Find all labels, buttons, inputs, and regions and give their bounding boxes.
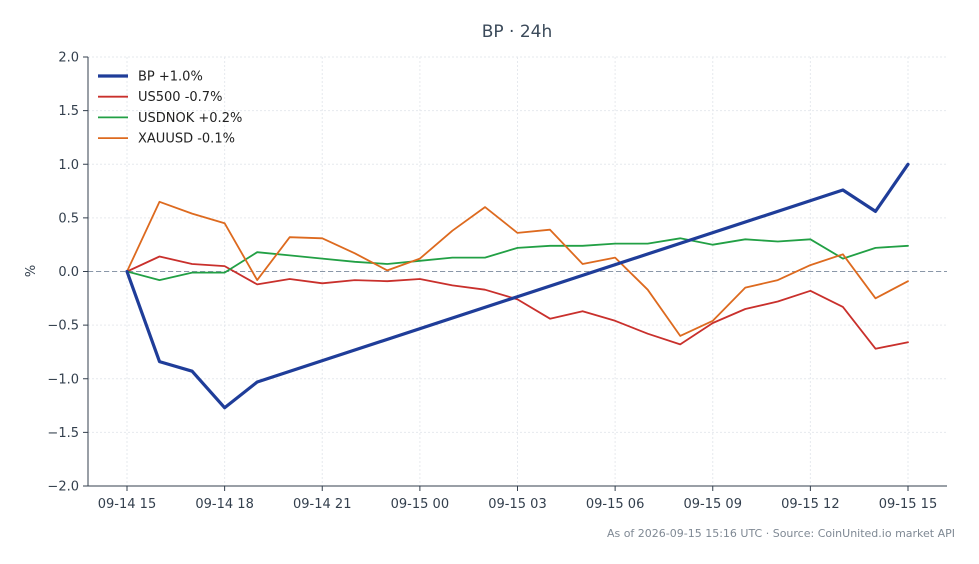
- series-line-0: [125, 162, 910, 410]
- y-tick-label-0: −2.0: [47, 480, 79, 495]
- y-tick-label-8: 2.0: [58, 51, 79, 66]
- legend: BP +1.0% US500 -0.7% USDNOK +0.2% XAUUSD -0…: [98, 70, 242, 147]
- y-tick-label-7: 1.5: [58, 104, 79, 119]
- y-tick-label-4: 0.0: [58, 265, 79, 280]
- legend-label-2: USDNOK +0.2%: [138, 111, 242, 126]
- y-tick-label-1: −1.5: [47, 426, 79, 441]
- x-tick-label-4: 09-15 03: [488, 497, 546, 512]
- x-tick-label-7: 09-15 12: [781, 497, 839, 512]
- x-tick-label-6: 09-15 09: [684, 497, 742, 512]
- source-footer: As of 2026-09-15 15:16 UTC · Source: Coi…: [607, 527, 955, 540]
- series-lines: [125, 162, 910, 410]
- x-tick-label-1: 09-14 18: [195, 497, 253, 512]
- legend-label-3: XAUUSD -0.1%: [138, 132, 235, 147]
- x-tick-label-8: 09-15 15: [879, 497, 937, 512]
- y-tick-label-5: 0.5: [58, 211, 79, 226]
- series-line-1: [126, 255, 909, 350]
- y-axis-ticks: −2.0 −1.5 −1.0 −0.5 0.0 0.5 1.0 1.5 2.0: [47, 51, 88, 495]
- x-tick-label-3: 09-15 00: [391, 497, 449, 512]
- grid-lines: [88, 56, 947, 487]
- y-tick-label-2: −1.0: [47, 372, 79, 387]
- x-tick-label-2: 09-14 21: [293, 497, 351, 512]
- y-tick-label-3: −0.5: [47, 319, 79, 334]
- x-tick-label-5: 09-15 06: [586, 497, 644, 512]
- legend-label-0: BP +1.0%: [138, 70, 203, 85]
- y-tick-label-6: 1.0: [58, 158, 79, 173]
- legend-label-1: US500 -0.7%: [138, 90, 222, 105]
- x-tick-label-0: 09-14 15: [98, 497, 156, 512]
- x-axis-ticks: 09-14 15 09-14 18 09-14 21 09-15 00 09-15 03…: [98, 486, 937, 512]
- chart-title: BP · 24h: [482, 22, 553, 42]
- series-line-3: [126, 200, 909, 337]
- y-axis-label: %: [24, 265, 39, 277]
- series-line-2: [126, 237, 909, 282]
